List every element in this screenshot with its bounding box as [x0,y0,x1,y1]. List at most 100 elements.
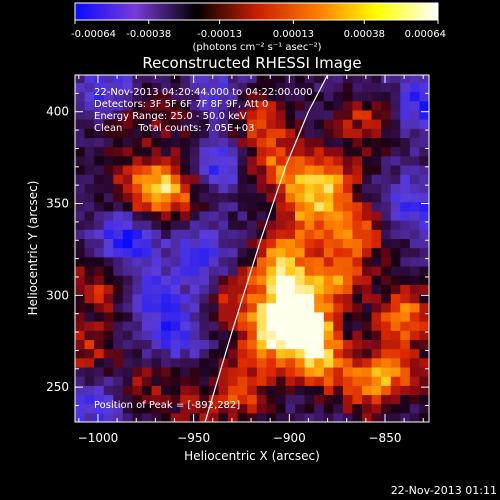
heatmap-cell [208,192,220,203]
heatmap-cell [237,394,248,405]
heatmap-cell [189,137,200,148]
heatmap-cell [75,385,86,396]
heatmap-cell [84,403,95,414]
heatmap-cell [333,284,344,295]
heatmap-cell [400,385,411,396]
heatmap-cell [409,82,421,93]
heatmap-cell [189,366,200,377]
heatmap-cell [94,376,105,386]
heatmap-cell [75,229,86,239]
heatmap-cell [419,128,429,139]
heatmap-cell [275,394,287,405]
heatmap-cell [199,293,210,304]
heatmap-cell [141,174,153,184]
heatmap-cell [122,91,134,102]
heatmap-cell [94,247,105,258]
heatmap-cell [228,137,239,148]
heatmap-cell [390,302,401,313]
heatmap-cell [352,75,363,83]
heatmap-cell [247,293,258,304]
heatmap-cell [170,183,181,194]
heatmap-cell [304,128,315,139]
heatmap-cell [180,91,191,102]
heatmap-cell [352,293,363,304]
heatmap-cell [323,412,334,422]
heatmap-cell [400,403,411,414]
heatmap-cell [161,220,172,230]
heatmap-cell [180,192,191,203]
heatmap-cell [362,366,373,377]
heatmap-cell [199,385,210,396]
heatmap-cell [371,137,382,148]
heatmap-cell [285,183,296,194]
heatmap-cell [419,100,429,111]
heatmap-cell [390,366,401,377]
heatmap-cell [362,210,373,221]
heatmap-cell [275,293,287,304]
heatmap-cell [199,75,210,83]
heatmap-cell [304,201,315,212]
heatmap-cell [218,146,229,157]
heatmap-cell [362,275,373,285]
heatmap-cell [170,146,181,157]
heatmap-cell [381,357,392,368]
heatmap-cell [409,311,421,322]
heatmap-cell [75,128,86,139]
heatmap-cell [94,256,105,267]
heatmap-cell [141,82,153,93]
heatmap-cell [352,100,363,111]
heatmap-cell [400,75,411,83]
heatmap-cell [75,348,86,359]
heatmap-cell [247,201,258,212]
heatmap-cell [122,174,134,184]
heatmap-cell [409,164,421,175]
heatmap-cell [237,91,248,102]
colorbar-tick-label: -0.00013 [197,29,242,40]
heatmap-cell [371,155,382,166]
heatmap-cell [304,247,315,258]
heatmap-cell [275,119,287,129]
heatmap-cell [314,192,325,203]
x-tick-label: −950 [177,431,210,445]
heatmap-cell [237,265,248,276]
heatmap-cell [362,201,373,212]
heatmap-cell [381,412,392,422]
colorbar-ticks: -0.00064 -0.00038 -0.00013 0.00013 0.00038 0.… [71,20,446,40]
heatmap-cell [189,293,200,304]
heatmap-cell [75,376,86,386]
heatmap-cell [161,155,172,166]
heatmap-cell [381,311,392,322]
heatmap-cell [199,412,210,422]
heatmap-cell [275,412,287,422]
heatmap-cell [256,174,267,184]
heatmap-cell [228,75,239,83]
heatmap-cell [132,183,143,194]
heatmap-cell [275,109,287,120]
heatmap-cell [228,311,239,322]
heatmap-cell [228,119,239,129]
heatmap-cell [390,128,401,139]
heatmap-cell [381,100,392,111]
heatmap-cell [352,256,363,267]
heatmap-cell [180,100,191,111]
heatmap-cell [342,284,354,295]
heatmap-cell [381,247,392,258]
heatmap-cell [170,82,181,93]
heatmap-cell [180,376,191,386]
heatmap-cell [285,357,296,368]
heatmap-cell [362,155,373,166]
heatmap-cell [304,284,315,295]
heatmap-cell [94,174,105,184]
heatmap-cell [218,330,229,340]
heatmap-cell [84,146,95,157]
heatmap-cell [132,220,143,230]
heatmap-cell [199,284,210,295]
heatmap-cell [409,339,421,350]
heatmap-cell [352,339,363,350]
heatmap-cell [141,330,153,340]
heatmap-cell [275,192,287,203]
heatmap-cell [352,128,363,139]
heatmap-cell [352,247,363,258]
heatmap-cell [122,183,134,194]
heatmap-cell [314,164,325,175]
